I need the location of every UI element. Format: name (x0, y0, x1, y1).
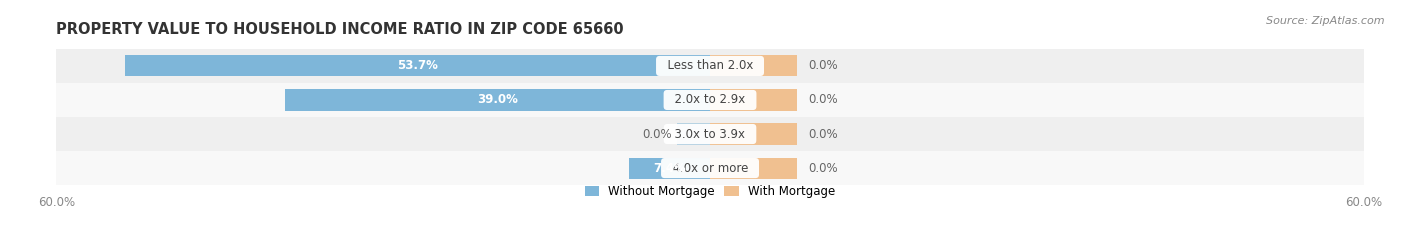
Text: 53.7%: 53.7% (396, 59, 437, 73)
Text: 7.4%: 7.4% (654, 161, 686, 175)
Bar (125, 55, 710, 77)
Text: Less than 2.0x: Less than 2.0x (659, 59, 761, 73)
Bar (710, 124, 797, 145)
Text: 39.0%: 39.0% (477, 93, 517, 106)
Legend: Without Mortgage, With Mortgage: Without Mortgage, With Mortgage (585, 185, 835, 198)
Bar (710, 89, 797, 110)
Bar (56, 151, 1364, 185)
Text: 0.0%: 0.0% (808, 128, 838, 141)
Bar (710, 55, 797, 77)
Text: 4.0x or more: 4.0x or more (665, 161, 755, 175)
Bar (285, 89, 710, 110)
Bar (630, 157, 710, 179)
Bar (678, 124, 710, 145)
Bar (56, 83, 1364, 117)
Text: 2.0x to 2.9x: 2.0x to 2.9x (668, 93, 752, 106)
Text: PROPERTY VALUE TO HOUSEHOLD INCOME RATIO IN ZIP CODE 65660: PROPERTY VALUE TO HOUSEHOLD INCOME RATIO… (56, 22, 624, 37)
Text: 0.0%: 0.0% (808, 59, 838, 73)
Bar (710, 157, 797, 179)
Text: 3.0x to 3.9x: 3.0x to 3.9x (668, 128, 752, 141)
Text: 0.0%: 0.0% (808, 93, 838, 106)
Text: Source: ZipAtlas.com: Source: ZipAtlas.com (1267, 16, 1385, 26)
Bar (56, 49, 1364, 83)
Text: 0.0%: 0.0% (808, 161, 838, 175)
Text: 0.0%: 0.0% (643, 128, 672, 141)
Bar (56, 117, 1364, 151)
